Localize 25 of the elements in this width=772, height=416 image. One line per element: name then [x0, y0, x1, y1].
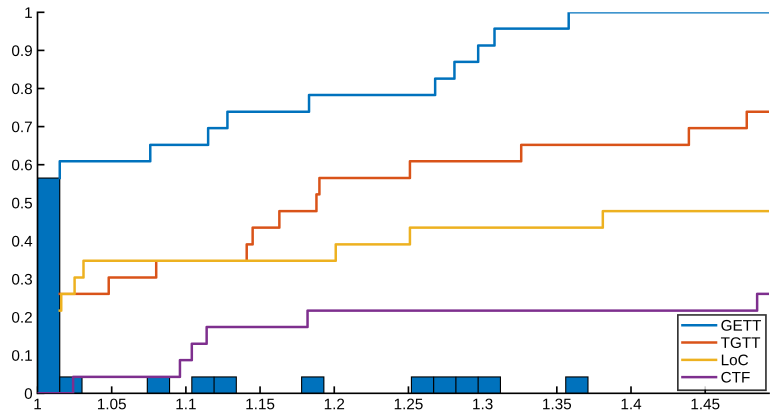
y-tick-label: 1: [25, 7, 32, 18]
x-tick-label: 1: [34, 398, 42, 410]
y-tick-label: 0.2: [12, 312, 32, 323]
x-tick-label: 1.1: [176, 398, 196, 410]
x-tick-label: 1.3: [473, 398, 493, 410]
x-tick-label: 1.25: [394, 398, 423, 410]
y-tick-label: 0.6: [12, 160, 32, 170]
y-tick-label: 0.5: [12, 198, 32, 208]
x-tick-label: 1.4: [622, 398, 642, 410]
y-tick-label: 0.7: [12, 121, 32, 132]
x-tick-label: 1.2: [324, 398, 344, 410]
y-tick-label: 0.9: [12, 45, 32, 56]
legend-label: LoC: [722, 354, 748, 366]
legend-label: TGTT: [720, 337, 760, 348]
y-tick-label: 0.1: [12, 350, 32, 361]
x-tick-label: 1.05: [98, 398, 126, 410]
legend-label: GETT: [721, 320, 762, 331]
y-tick-label: 0: [24, 388, 32, 399]
x-tick-label: 1.35: [543, 398, 572, 410]
y-tick-label: 0.3: [12, 274, 32, 285]
x-tick-label: 1.45: [691, 398, 720, 410]
y-tick-label: 0.8: [12, 83, 32, 94]
x-tick-label: 1.15: [246, 398, 274, 410]
legend-label: CTF: [721, 372, 750, 383]
y-tick-label: 0.4: [12, 236, 32, 247]
